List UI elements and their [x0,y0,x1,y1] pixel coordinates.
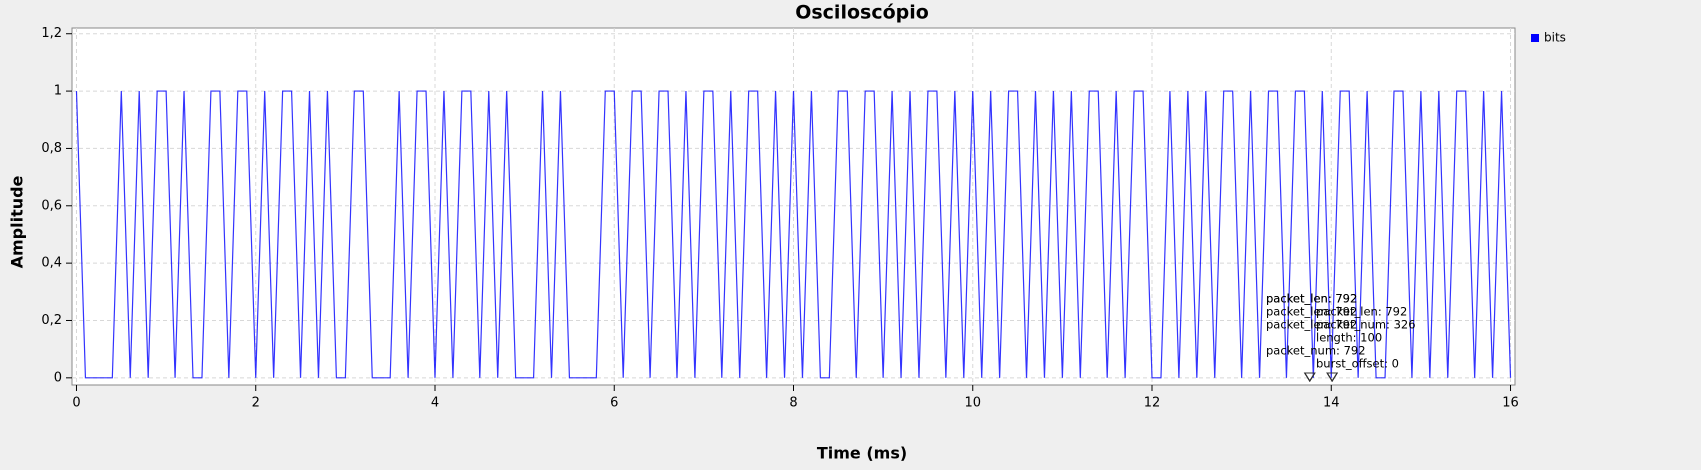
series-line [75,90,1512,379]
tag-label: packet_num: 792 [1266,344,1366,358]
tag-label: burst_offset: 0 [1316,357,1399,371]
y-tick-label: 0 [54,370,62,385]
y-tick-label: 0,8 [41,141,62,156]
x-tick-label: 4 [431,396,439,411]
tag-label: packet_len: 792 [1316,305,1407,319]
tag-label: packet_num: 326 [1316,318,1416,332]
x-axis-label: Time (ms) [817,444,907,463]
x-tick-label: 14 [1323,396,1340,411]
y-axis-label: Amplitude [8,175,27,268]
x-tick-label: 2 [252,396,260,411]
tag-label: packet_len: 792 [1266,305,1357,319]
x-tick-label: 8 [789,396,797,411]
y-tick-label: 0,6 [41,198,62,213]
tag-label: packet_len: 792 [1266,292,1357,306]
y-tick-label: 0,2 [41,313,62,328]
y-tick-label: 0,4 [41,256,62,271]
x-tick-label: 12 [1144,396,1161,411]
y-tick-label: 1 [54,84,62,99]
x-tick-label: 10 [964,396,981,411]
tag-label: length: 100 [1316,331,1382,345]
x-tick-label: 0 [72,396,80,411]
tag-label: packet_len: 792 [1266,292,1357,306]
tag-marker [1326,372,1339,382]
tag-marker [1303,372,1316,382]
x-tick-label: 16 [1502,396,1519,411]
legend-label: bits [1544,31,1566,45]
tag-label: packet_len: 792 [1266,318,1357,332]
x-tick-label: 6 [610,396,618,411]
chart-title: Osciloscópio [795,2,929,24]
y-tick-label: 1,2 [41,26,62,41]
legend-swatch [1531,34,1539,42]
